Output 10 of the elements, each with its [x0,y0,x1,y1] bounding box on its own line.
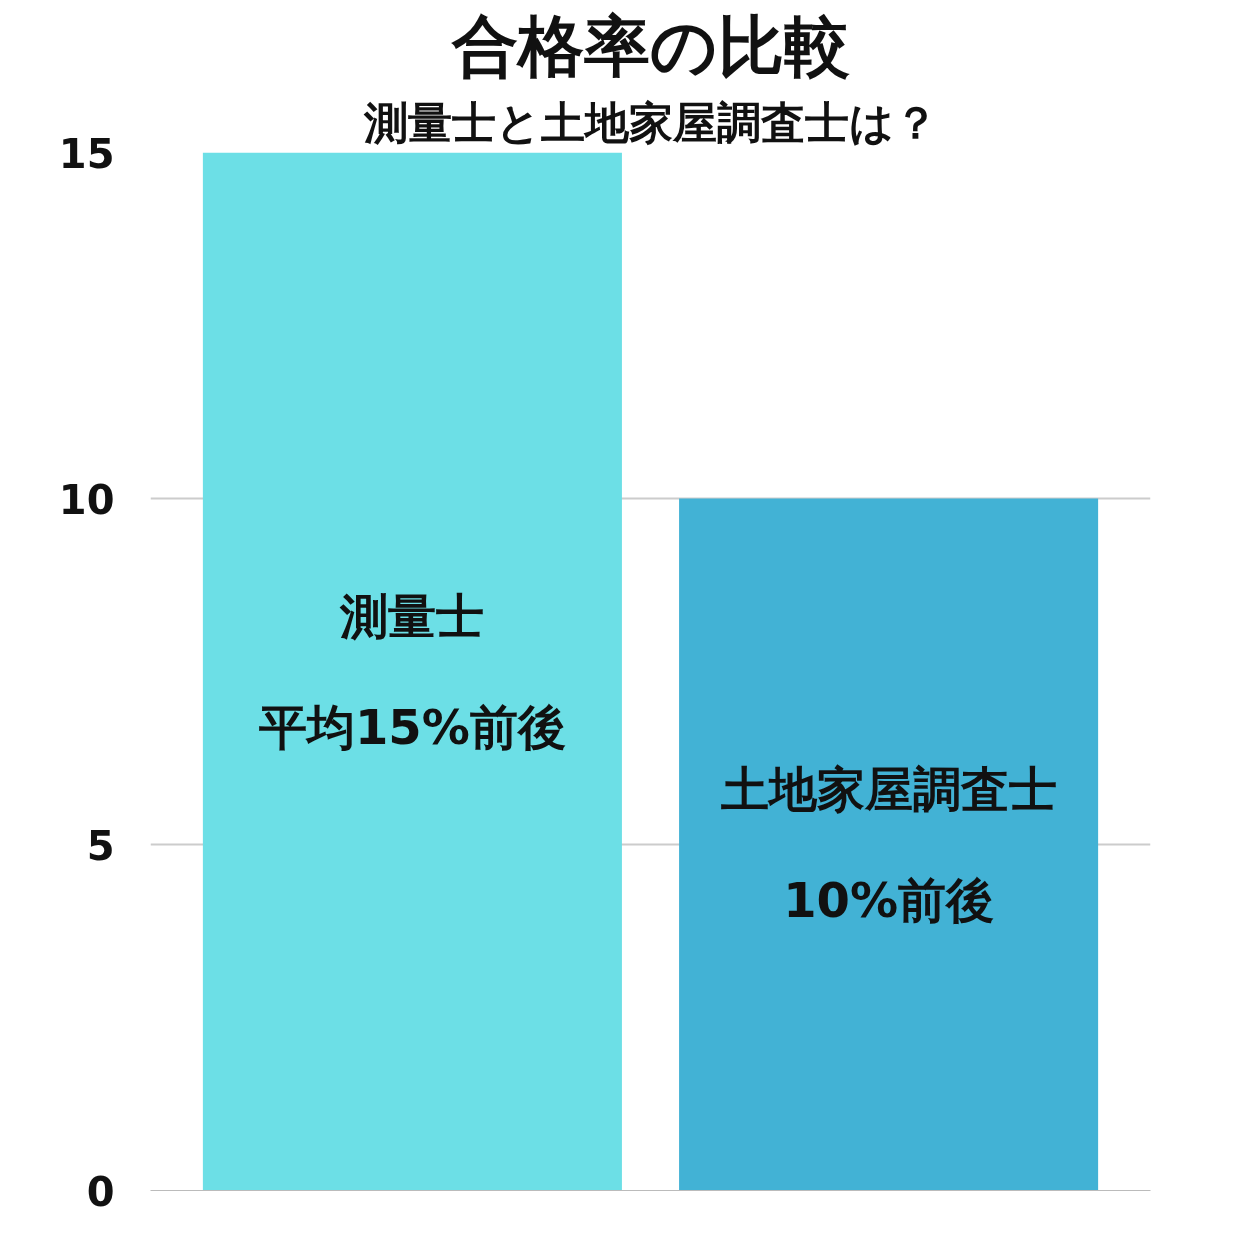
y-tick-label: 0 [86,1168,115,1215]
x-tick-label: 土地家屋調査士 [720,761,1057,818]
chart-subtitle: 測量士と土地家屋調査士は？ [362,96,938,148]
y-tick-label: 10 [58,476,115,523]
y-tick-label: 5 [86,822,115,869]
data-label: 10%前後 [783,871,995,928]
x-tick-label: 測量士 [339,588,485,645]
y-tick-label: 15 [58,130,115,177]
data-label: 平均15%前後 [257,698,566,755]
chart-title: 合格率の比較 [450,7,850,85]
